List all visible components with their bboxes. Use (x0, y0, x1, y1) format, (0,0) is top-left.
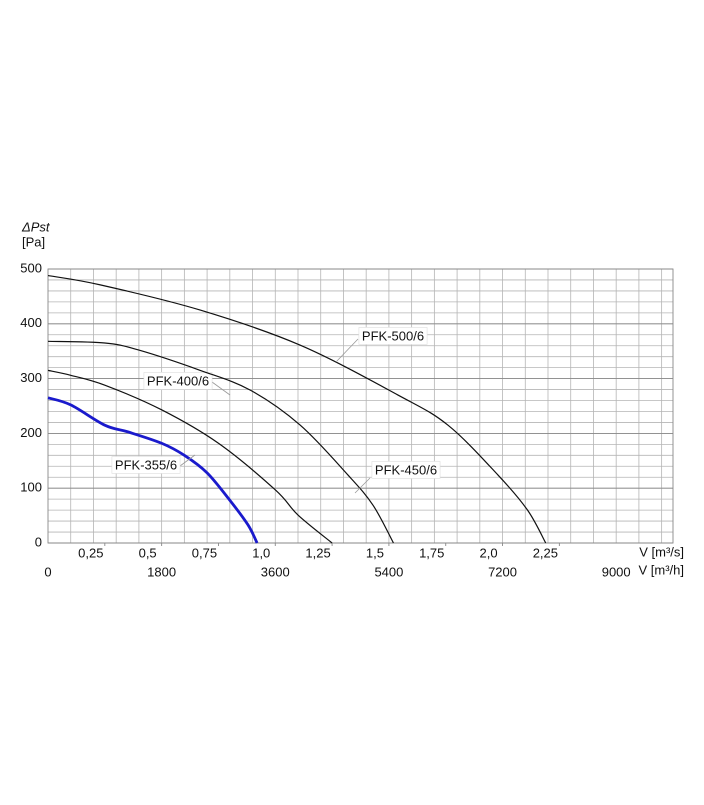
x2-tick-label: 3600 (261, 564, 290, 579)
y-tick-label: 300 (20, 370, 42, 385)
plot-frame (47, 268, 674, 544)
label-leader (335, 338, 359, 363)
y-tick-label: 200 (20, 425, 42, 440)
fan-curve (47, 369, 333, 544)
series-label-bg (358, 327, 428, 345)
x-axis-label: V [m³/s] (639, 544, 684, 559)
y-axis-unit: [Pa] (22, 234, 45, 249)
x2-axis-label: V [m³/h] (638, 562, 684, 577)
label-leader (354, 477, 371, 494)
y-tick-label: 0 (35, 534, 42, 549)
x-tick-label: 0,25 (78, 545, 103, 560)
fan-curve (47, 340, 394, 544)
label-leader (211, 381, 231, 396)
y-tick-label: 100 (20, 480, 42, 495)
x2-tick-label: 0 (44, 564, 51, 579)
x-tick-label: 2,25 (533, 545, 558, 560)
series-label: PFK-500/6 (362, 328, 424, 343)
x2-tick-label: 1800 (147, 564, 176, 579)
y-axis-label: ΔPst (21, 219, 51, 234)
x-tick-label: 1,5 (366, 545, 384, 560)
x-tick-label: 2,0 (480, 545, 498, 560)
series-label: PFK-400/6 (147, 373, 209, 388)
x-tick-label: 0,5 (139, 545, 157, 560)
x-tick-label: 1,75 (419, 545, 444, 560)
y-tick-label: 500 (20, 260, 42, 275)
x-tick-label: 1,0 (252, 545, 270, 560)
fan-curve (47, 396, 259, 544)
y-tick-label: 400 (20, 315, 42, 330)
series-label-bg (111, 456, 181, 474)
series-label: PFK-450/6 (375, 462, 437, 477)
series-label-bg (143, 372, 213, 390)
fan-curve (47, 274, 547, 544)
x-tick-label: 0,75 (192, 545, 217, 560)
x2-tick-label: 7200 (488, 564, 517, 579)
series-label: PFK-355/6 (115, 457, 177, 472)
x2-tick-label: 5400 (374, 564, 403, 579)
x-tick-label: 1,25 (305, 545, 330, 560)
series-label-bg (371, 461, 441, 479)
label-leader (179, 454, 196, 467)
x2-tick-label: 9000 (602, 564, 631, 579)
